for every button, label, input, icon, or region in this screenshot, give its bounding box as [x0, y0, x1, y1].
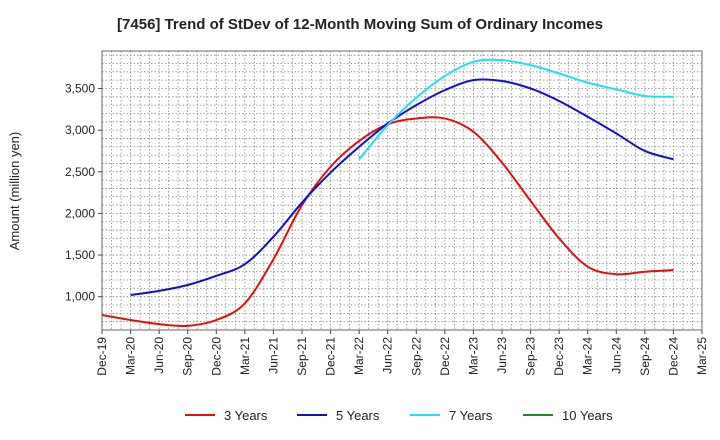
x-tick-label: Jun-20	[152, 337, 166, 374]
x-tick-label: Mar-25	[695, 337, 709, 375]
legend-label-10-years: 10 Years	[562, 408, 613, 423]
x-tick-label: Dec-19	[95, 337, 109, 376]
series-line-5-years	[130, 78, 674, 297]
x-tick-label: Mar-22	[352, 337, 366, 375]
x-tick-label: Jun-21	[266, 337, 280, 374]
x-tick-label: Dec-22	[438, 337, 452, 376]
x-tick-label: Sep-22	[409, 337, 423, 376]
x-tick-label: Dec-23	[552, 337, 566, 376]
x-tick-label: Sep-21	[295, 337, 309, 376]
legend-label-3-years: 3 Years	[224, 408, 268, 423]
x-tick-label: Sep-20	[181, 337, 195, 376]
chart-title: [7456] Trend of StDev of 12-Month Moving…	[117, 16, 603, 33]
x-tick-label: Jun-23	[495, 337, 509, 374]
y-tick-label: 1,500	[65, 248, 95, 262]
x-tick-label: Mar-21	[238, 337, 252, 375]
y-tick-label: 3,500	[65, 81, 95, 95]
x-tick-label: Sep-23	[524, 337, 538, 376]
y-tick-label: 2,000	[65, 206, 95, 220]
x-tick-label: Dec-24	[666, 337, 680, 376]
y-tick-label: 2,500	[65, 165, 95, 179]
y-tick-label: 1,000	[65, 290, 95, 304]
x-tick-label: Mar-24	[581, 337, 595, 375]
legend-label-7-years: 7 Years	[449, 408, 493, 423]
x-tick-label: Jun-22	[381, 337, 395, 374]
y-axis-ticks: 1,000 1,500 2,000 2,500 3,000 3,500	[65, 81, 102, 304]
grid	[102, 51, 702, 331]
plot-frame	[101, 50, 703, 331]
x-tick-label: Mar-20	[124, 337, 138, 375]
x-tick-label: Sep-24	[638, 337, 652, 376]
x-tick-label: Jun-24	[609, 337, 623, 374]
series-lines	[101, 58, 674, 328]
y-tick-label: 3,000	[65, 123, 95, 137]
x-tick-label: Dec-20	[209, 337, 223, 376]
x-axis-ticks: Dec-19 Mar-20 Jun-20 Sep-20 Dec-20 Mar-21 Jun-…	[95, 330, 709, 376]
x-tick-label: Dec-21	[324, 337, 338, 376]
x-tick-label: Mar-23	[466, 337, 480, 375]
series-line-7-years	[358, 58, 674, 160]
y-axis-label: Amount (million yen)	[7, 132, 22, 251]
legend-label-5-years: 5 Years	[336, 408, 380, 423]
series-line-3-years	[101, 116, 674, 328]
legend: 3 Years 5 Years 7 Years 10 Years	[185, 408, 613, 423]
